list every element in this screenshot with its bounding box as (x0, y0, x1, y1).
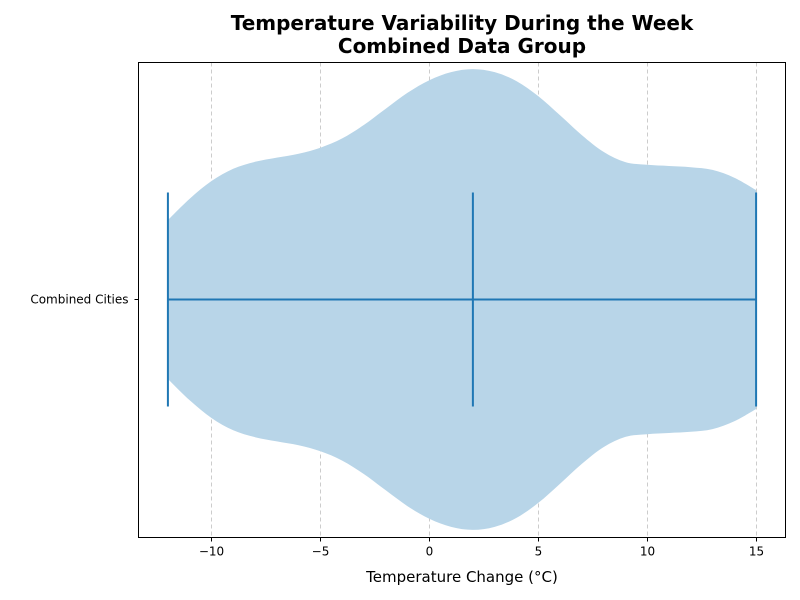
y-axis: Combined Cities (30, 293, 139, 307)
violin-stat-lines (166, 192, 758, 407)
x-axis: −10 −5 0 5 10 15 (199, 537, 764, 559)
x-tick-label: 5 (535, 545, 543, 559)
chart-title-line-2: Combined Data Group (337, 34, 587, 58)
chart-title: Temperature Variability During the Week … (0, 12, 800, 58)
x-tick-label: 0 (426, 545, 434, 559)
y-tick-label: Combined Cities (30, 293, 128, 307)
x-tick-label: −5 (312, 545, 330, 559)
x-axis-label: Temperature Change (°C) (365, 568, 558, 586)
chart-title-line-1: Temperature Variability During the Week (230, 11, 694, 35)
x-tick-label: −10 (199, 545, 224, 559)
x-tick-label: 10 (640, 545, 655, 559)
x-tick-label: 15 (749, 545, 764, 559)
